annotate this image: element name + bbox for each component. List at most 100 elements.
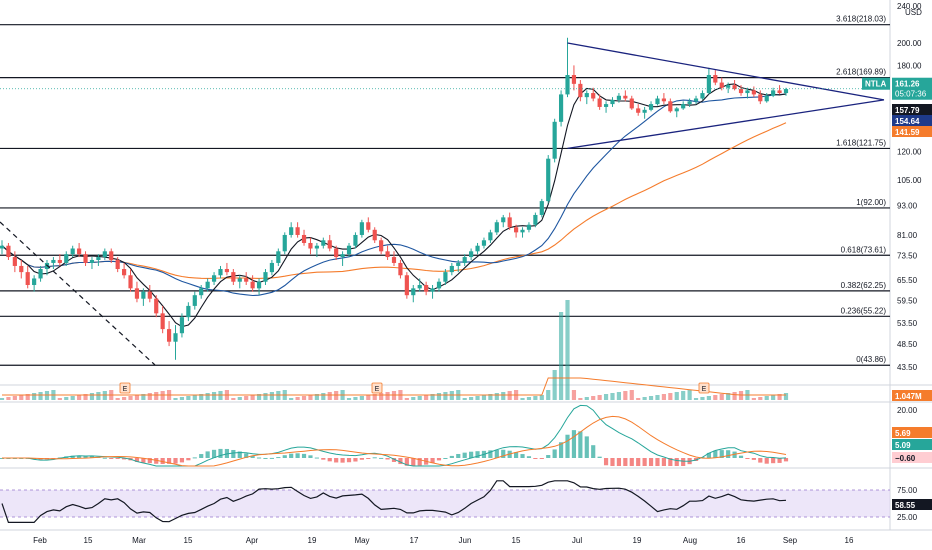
candle-body-111 [713,75,718,83]
volume-bar-31 [199,394,204,400]
macd-hist-52 [334,458,339,463]
time-tick-3: 15 [184,536,193,545]
volume-bar-97 [623,391,628,400]
candle-body-97 [623,95,628,99]
macd-hist-73 [469,451,474,458]
volume-bar-94 [603,394,609,400]
candle-body-39 [250,281,255,289]
price-tag-value-0: 161.26 [895,80,920,89]
macd-tag-1: 5.09 [895,441,911,450]
macd-hist-78 [501,449,506,458]
time-tick-2: Mar [132,536,146,545]
volume-bar-66 [424,395,429,400]
volume-bar-112 [719,394,724,400]
candle-body-26 [166,329,172,342]
macd-hist-94 [603,458,609,466]
volume-bar-83 [533,396,538,400]
candle-body-62 [398,262,403,276]
macd-hist-26 [166,458,172,464]
macd-hist-47 [301,453,307,458]
volume-bar-81 [520,398,525,400]
macd-hist-61 [391,458,397,462]
volume-bar-51 [327,392,332,400]
candle-body-103 [661,98,666,102]
macd-hist-113 [726,450,731,458]
rsi-tick-0: 75.00 [897,486,918,495]
candle-body-12 [77,248,82,255]
volume-tag-label: 1.047M [895,392,922,401]
macd-hist-71 [456,453,461,458]
volume-bar-42 [269,392,274,400]
candle-body-23 [147,291,152,299]
price-tag-value-3: 141.59 [895,128,920,137]
candle-body-76 [488,232,493,241]
macd-hist-102 [655,458,660,466]
volume-bar-84 [539,395,544,400]
volume-bar-88 [565,300,570,400]
candle-body-35 [224,269,230,273]
volume-bar-23 [147,393,152,400]
candle-body-85 [546,158,551,202]
macd-hist-49 [314,457,319,459]
macd-tag-2: −0.60 [895,454,916,463]
time-tick-10: Jul [572,536,582,545]
price-tick-label-6: 81.00 [897,231,918,240]
volume-bar-50 [321,393,326,400]
candle-body-66 [424,284,429,292]
macd-hist-70 [449,455,454,458]
macd-hist-38 [244,453,249,458]
macd-hist-68 [436,458,442,461]
candle-body-11 [70,248,75,255]
macd-signal-line [2,415,787,467]
candle-body-95 [610,99,615,105]
candle-body-46 [295,227,300,235]
candle-body-42 [269,262,274,273]
volume-bar-54 [346,398,352,400]
candle-body-102 [655,98,660,105]
macd-hist-69 [443,458,448,459]
candle-body-101 [648,104,654,110]
macd-hist-101 [648,458,654,466]
candle-body-19 [122,269,127,276]
time-tick-9: 15 [512,536,521,545]
candle-body-9 [57,259,62,263]
symbol-tag-label: NTLA [865,80,887,89]
time-tick-13: 16 [737,536,746,545]
candle-body-113 [726,85,731,88]
candle-body-118 [758,94,763,102]
macd-hist-80 [514,452,519,458]
macd-hist-32 [205,451,210,458]
macd-hist-40 [256,457,262,459]
earnings-marker-0: E [123,386,128,393]
volume-bar-2 [12,396,17,400]
macd-hist-104 [668,458,673,466]
volume-bar-6 [38,392,43,400]
candle-body-51 [327,240,332,249]
macd-hist-83 [533,458,538,459]
volume-bar-75 [481,395,487,400]
candle-body-30 [192,295,197,306]
volume-bar-104 [668,393,673,400]
macd-hist-27 [173,458,178,464]
macd-hist-115 [738,455,744,458]
volume-bar-78 [501,392,506,400]
candle-body-45 [289,227,294,235]
candle-body-75 [481,240,487,246]
sma-mid-line [1,93,787,297]
candle-body-6 [38,269,43,279]
candle-body-41 [263,272,268,282]
volume-bar-92 [591,396,596,400]
macd-hist-89 [571,430,577,458]
rsi-tag-bg [892,499,932,510]
macd-hist-30 [192,457,197,459]
candle-body-120 [771,90,776,96]
volume-bar-76 [488,394,493,400]
macd-hist-56 [359,458,364,460]
volume-tag-bg [892,390,932,401]
candle-body-37 [237,278,242,282]
triangle-lower-line [567,99,885,150]
candle-body-21 [134,288,140,299]
volume-bar-12 [77,395,82,400]
candle-body-81 [520,229,525,233]
macd-hist-16 [102,457,107,459]
